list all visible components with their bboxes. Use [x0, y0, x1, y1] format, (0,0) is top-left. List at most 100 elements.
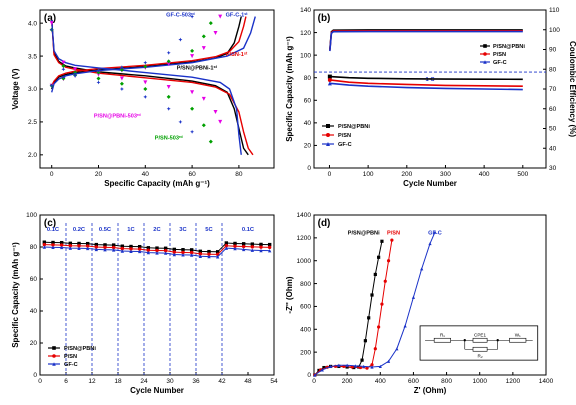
x-tick-label: 54	[270, 378, 278, 385]
data-point	[49, 27, 54, 32]
data-point	[172, 247, 177, 252]
x-tick-label: 60	[188, 171, 196, 178]
circuit-node	[496, 339, 499, 342]
data-point	[119, 76, 124, 81]
rate-label: 1C	[127, 227, 135, 233]
data-point	[85, 244, 90, 248]
data-point	[163, 246, 168, 250]
data-point	[189, 250, 194, 255]
data-point	[241, 242, 246, 246]
data-point	[96, 68, 101, 73]
panel-label: (b)	[318, 13, 331, 24]
y-tick-label: 600	[300, 304, 311, 311]
y-axis-title: Specific Capacity (mAh g⁻¹)	[285, 36, 294, 142]
data-point	[213, 110, 218, 115]
y-tick-label: 20	[304, 143, 312, 150]
data-point	[94, 245, 99, 249]
data-point	[189, 248, 194, 252]
data-point	[362, 364, 366, 369]
x-tick-label: 24	[140, 378, 148, 385]
data-point	[233, 246, 237, 251]
series-label: P/SN@PBNi	[348, 230, 380, 236]
y2-tick-label: 110	[549, 7, 560, 14]
y-tick-label: 1200	[297, 235, 312, 242]
y-tick-label: 1000	[297, 258, 312, 265]
data-point	[166, 85, 171, 90]
data-point	[420, 267, 424, 271]
data-point	[190, 90, 195, 95]
series-label: GF-C	[428, 230, 442, 236]
data-point	[267, 242, 272, 247]
rate-label: 1 C	[425, 77, 435, 83]
x-tick-label: 400	[375, 378, 386, 385]
legend-label: P/SN@PBNi	[64, 346, 96, 352]
data-point	[327, 77, 332, 82]
y-tick-label: 0	[33, 372, 37, 379]
legend: P/SN@PBNi P/SN GF-C	[48, 346, 96, 368]
data-point	[77, 241, 81, 246]
y-tick-label: 0	[307, 165, 311, 172]
data-point	[207, 249, 211, 254]
data-point	[178, 37, 183, 42]
data-point	[119, 67, 124, 72]
x-axis-title: Specific Capacity (mAh g⁻¹)	[104, 179, 210, 188]
warburg-element	[509, 337, 527, 343]
y-tick-label: 40	[30, 308, 38, 315]
data-point	[189, 253, 194, 257]
annotation-label: P/SN-503ʳᵈ	[155, 135, 184, 142]
capacity-series	[327, 81, 523, 91]
data-point	[155, 246, 159, 250]
y-tick-label: 40	[304, 120, 312, 127]
data-point	[146, 248, 151, 252]
data-point	[201, 34, 206, 39]
legend-label: GF-C	[64, 362, 78, 368]
data-point	[143, 60, 148, 65]
capacity-line	[329, 75, 523, 81]
x-tick-label: 600	[408, 378, 419, 385]
data-point	[370, 363, 374, 367]
legend-label: GF-C	[338, 142, 352, 148]
data-point	[337, 363, 341, 367]
x-tick-label: 200	[401, 171, 412, 178]
y-axis-title: Voltage (V)	[11, 68, 20, 110]
series-label: P/SN	[387, 230, 400, 236]
plot-frame	[39, 9, 275, 169]
data-point	[250, 245, 255, 249]
data-point	[367, 316, 371, 320]
y-tick-label: 60	[30, 276, 38, 283]
data-point	[215, 250, 220, 254]
x-tick-label: 18	[114, 378, 122, 385]
y-axis-title: Specific Capacity (mAh g⁻¹)	[11, 242, 20, 348]
data-point	[198, 252, 203, 256]
x-tick-label: 0	[312, 378, 316, 385]
data-point	[241, 244, 246, 249]
data-point	[377, 325, 381, 329]
x-tick-label: 48	[244, 378, 252, 385]
x-tick-label: 300	[440, 171, 451, 178]
legend-marker	[52, 362, 56, 366]
data-point	[190, 48, 195, 53]
data-point	[163, 248, 168, 253]
panel-c: 0 6 12 18 24 30 36 42 48 54 0 20 40 60 80 100 Cycle Numb…	[11, 212, 278, 395]
data-point	[68, 241, 73, 246]
y2-tick-label: 100	[549, 27, 560, 34]
x-tick-label: 0	[50, 171, 54, 178]
data-point	[85, 241, 90, 246]
data-point	[378, 364, 382, 369]
legend-marker	[483, 60, 487, 64]
data-point	[129, 244, 133, 249]
data-point	[129, 249, 133, 254]
y-tick-label: 200	[300, 349, 311, 356]
data-point	[59, 245, 64, 250]
data-point	[166, 106, 171, 111]
data-point	[322, 365, 326, 370]
x-tick-label: 1400	[539, 378, 554, 385]
data-point	[201, 123, 206, 128]
y-tick-label: 800	[300, 281, 311, 288]
series-gf-c-1st-discharge	[51, 19, 242, 155]
data-point	[120, 249, 125, 253]
x-tick-label: 500	[517, 171, 528, 178]
legend-label: P/SN	[64, 354, 77, 360]
data-point	[198, 249, 203, 254]
x-tick-label: 6	[64, 378, 68, 385]
